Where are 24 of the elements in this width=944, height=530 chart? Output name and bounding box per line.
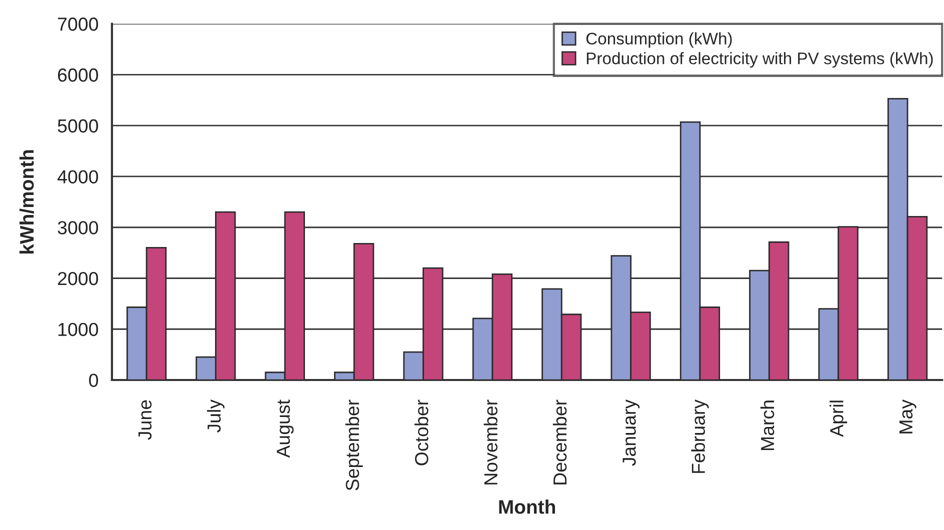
y-tick-label: 5000 — [58, 119, 98, 133]
y-tick-label: 0 — [89, 374, 98, 387]
legend-label: Production of electricity with PV systems (kWh) — [586, 52, 933, 68]
x-tick-label: September — [345, 400, 363, 490]
x-tick-label: February — [691, 399, 709, 473]
x-tick-label: July — [206, 399, 224, 433]
y-axis-title: kWh/month — [19, 150, 34, 254]
x-tick-label: October — [414, 400, 428, 466]
x-tick-label: August — [276, 400, 294, 458]
x-tick-label: March — [760, 400, 774, 450]
x-tick-label: April — [830, 400, 848, 437]
y-tick-label: 1000 — [58, 322, 98, 336]
x-tick-label: June — [138, 400, 152, 440]
y-tick-label: 4000 — [57, 170, 98, 184]
x-tick-label: January — [622, 399, 640, 466]
y-tick-label: 7000 — [58, 18, 98, 31]
y-tick-label: 3000 — [58, 221, 98, 234]
x-tick-label: December — [552, 400, 567, 484]
x-axis-title: Month — [499, 500, 555, 514]
y-tick-label: 2000 — [58, 272, 98, 286]
legend-label: Consumption (kWh) — [586, 32, 732, 48]
x-tick-label: May — [899, 399, 916, 434]
x-tick-label: November — [484, 400, 498, 484]
y-tick-label: 6000 — [58, 68, 98, 82]
